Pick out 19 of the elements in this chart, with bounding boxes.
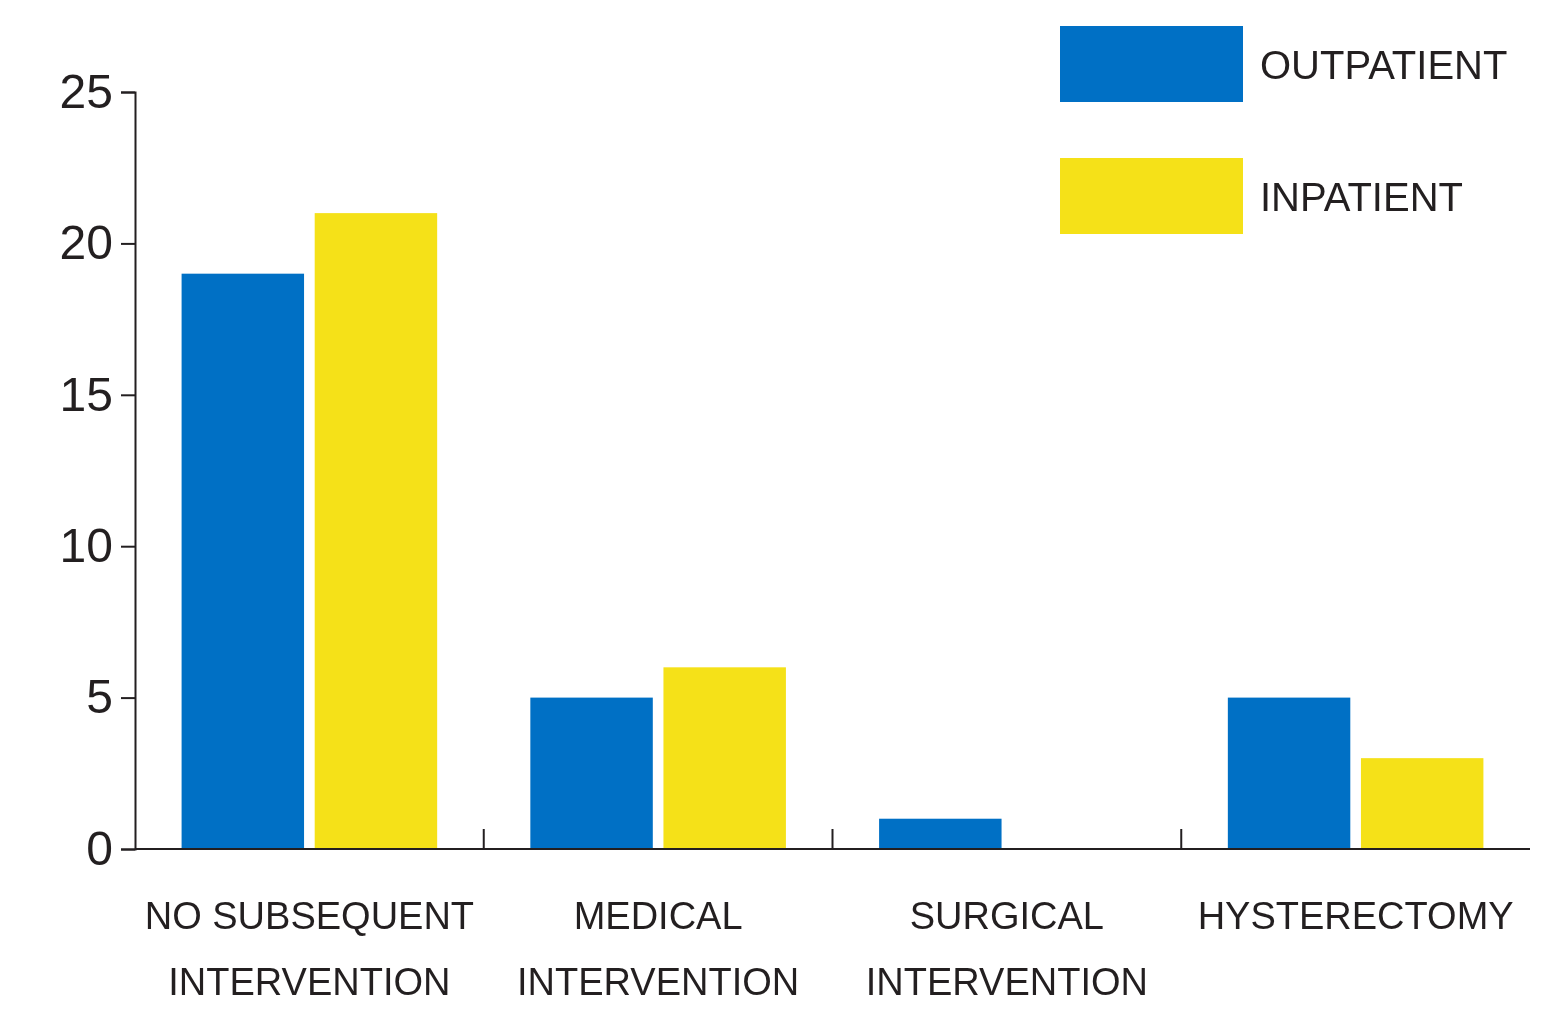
bar [181,273,305,849]
bar [879,818,1002,849]
x-tick-label: SURGICAL INTERVENTION [865,895,1148,1003]
bar [530,697,653,849]
x-tick-label: MEDICAL INTERVENTION [517,895,800,1003]
legend-label: INPATIENT [1260,175,1463,219]
bar [663,667,786,849]
x-tick-label: HYSTERECTOMY [1197,895,1514,937]
bar [314,213,438,849]
y-tick-label: 25 [59,64,113,118]
y-tick-label: 15 [59,367,113,421]
y-tick-label: 10 [59,519,113,573]
x-tick-label: NO SUBSEQUENT INTERVENTION [144,895,475,1003]
y-tick-label: 5 [86,670,113,724]
legend-label: OUTPATIENT [1260,43,1508,87]
bar [1227,697,1351,849]
bar [1360,758,1484,849]
y-tick-label: 20 [59,216,113,270]
y-tick-label: 0 [86,821,113,875]
